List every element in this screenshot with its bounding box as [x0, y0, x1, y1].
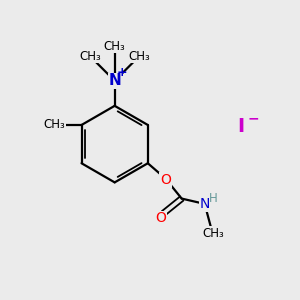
Text: H: H — [208, 192, 217, 205]
Text: N: N — [108, 73, 121, 88]
Text: +: + — [117, 66, 127, 79]
Text: −: − — [247, 111, 259, 125]
Text: N: N — [200, 197, 210, 211]
Text: O: O — [156, 211, 167, 225]
Text: O: O — [160, 173, 171, 187]
Text: CH₃: CH₃ — [202, 227, 224, 240]
Text: CH₃: CH₃ — [79, 50, 101, 63]
Text: CH₃: CH₃ — [43, 118, 65, 131]
Text: CH₃: CH₃ — [104, 40, 125, 52]
Text: I: I — [238, 117, 245, 136]
Text: CH₃: CH₃ — [128, 50, 150, 63]
